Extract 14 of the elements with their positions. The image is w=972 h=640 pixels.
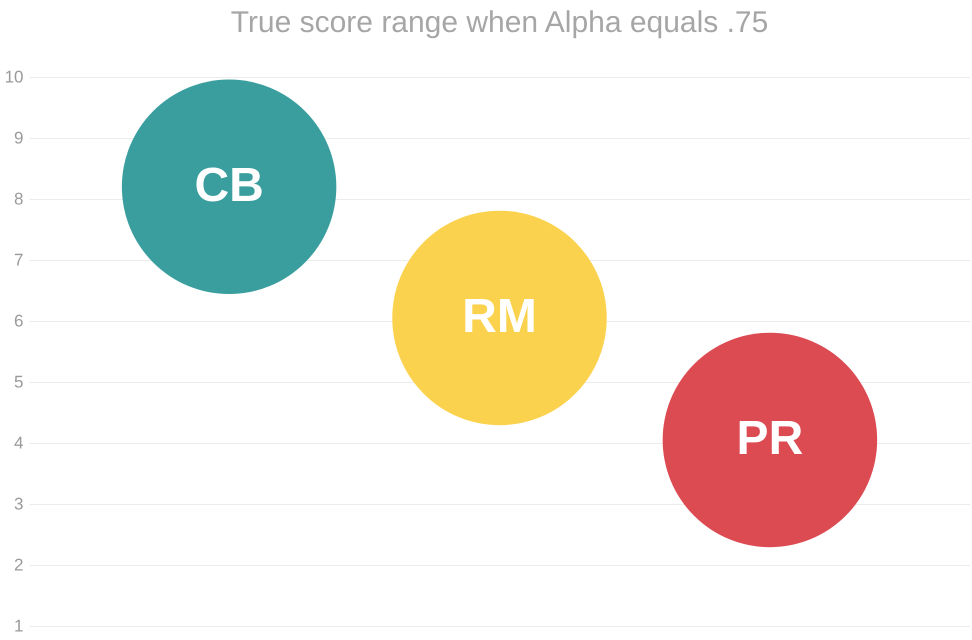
y-tick-label: 5 (14, 372, 24, 392)
y-tick-label: 4 (14, 434, 24, 452)
chart-title: True score range when Alpha equals .75 (230, 6, 768, 39)
y-tick-label: 9 (14, 128, 24, 148)
y-tick-label: 2 (14, 556, 24, 574)
y-tick-label: 3 (14, 494, 24, 514)
series-label: RM (462, 290, 537, 343)
y-tick-label: 1 (14, 616, 24, 636)
y-tick-label: 10 (4, 68, 24, 86)
y-tick-label: 8 (14, 190, 24, 208)
series-label: CB (194, 158, 264, 212)
y-tick-label: 6 (14, 312, 24, 330)
y-tick-label: 7 (14, 250, 24, 270)
series-label: PR (736, 412, 804, 465)
